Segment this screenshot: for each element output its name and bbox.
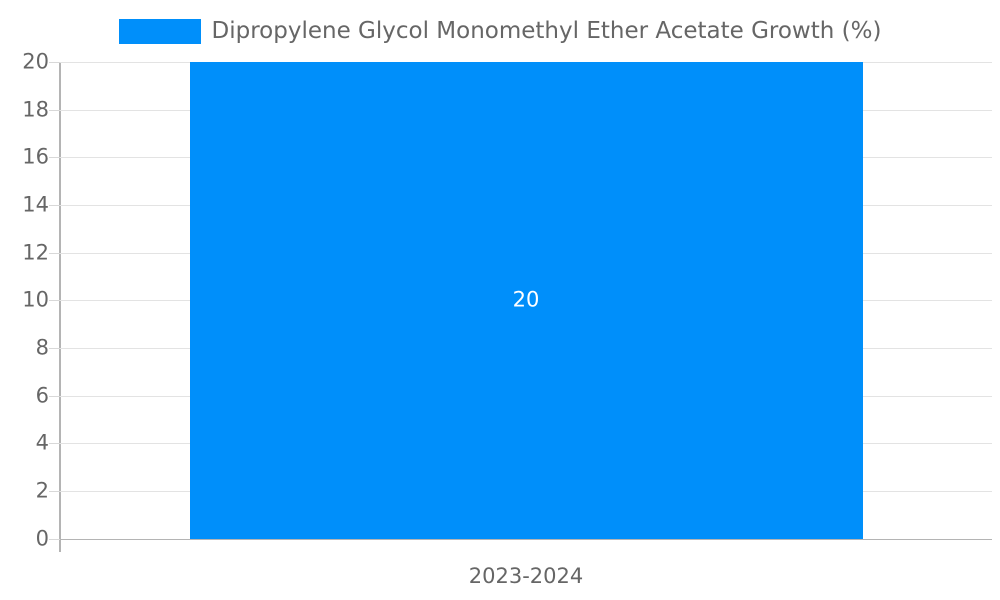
x-axis-label-2023-2024: 2023-2024 bbox=[468, 564, 584, 588]
y-axis-label-8: 8 bbox=[35, 335, 49, 360]
y-tick-12 bbox=[49, 253, 60, 254]
y-axis-label-0: 0 bbox=[35, 526, 49, 551]
legend-swatch-icon bbox=[118, 18, 201, 44]
legend-item-0[interactable]: Dipropylene Glycol Monomethyl Ether Acet… bbox=[118, 18, 882, 44]
chart-legend: Dipropylene Glycol Monomethyl Ether Acet… bbox=[0, 0, 1000, 62]
y-tick-0 bbox=[49, 539, 60, 540]
y-axis-label-16: 16 bbox=[22, 144, 49, 169]
y-tick-6 bbox=[49, 396, 60, 397]
y-tick-16 bbox=[49, 157, 60, 158]
legend-item-label: Dipropylene Glycol Monomethyl Ether Acet… bbox=[211, 18, 882, 44]
y-axis-label-2: 2 bbox=[35, 478, 49, 503]
y-tick-20 bbox=[49, 62, 60, 63]
y-axis-label-18: 18 bbox=[22, 97, 49, 122]
y-tick-2 bbox=[49, 491, 60, 492]
plot-area: 20 bbox=[60, 62, 992, 540]
y-tick-10 bbox=[49, 300, 60, 301]
y-axis-label-12: 12 bbox=[22, 240, 49, 265]
y-tick-4 bbox=[49, 443, 60, 444]
y-axis-labels: 20 18 16 14 12 10 8 6 4 2 0 bbox=[0, 0, 49, 600]
y-axis-label-14: 14 bbox=[22, 192, 49, 217]
y-axis-label-10: 10 bbox=[22, 287, 49, 312]
bar-value-label: 20 bbox=[512, 287, 540, 312]
y-tick-14 bbox=[49, 205, 60, 206]
y-axis-label-20: 20 bbox=[22, 49, 49, 74]
gridline-0-baseline bbox=[60, 539, 992, 540]
y-axis-line bbox=[59, 62, 61, 552]
y-axis-label-4: 4 bbox=[35, 430, 49, 455]
bar-2023-2024[interactable] bbox=[190, 62, 863, 539]
y-tick-18 bbox=[49, 110, 60, 111]
y-tick-8 bbox=[49, 348, 60, 349]
y-axis-label-6: 6 bbox=[35, 383, 49, 408]
